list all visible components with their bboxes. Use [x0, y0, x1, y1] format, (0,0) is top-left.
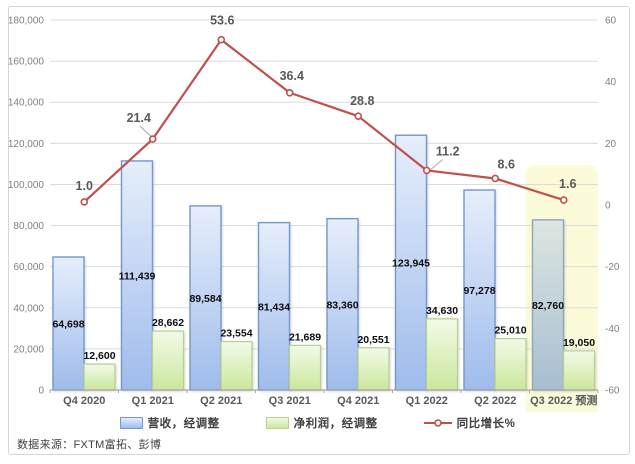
legend-label-revenue: 营收，经调整: [147, 418, 220, 430]
revenue-bar-label: 81,434: [258, 301, 290, 313]
revenue-bar-label: 89,584: [189, 293, 221, 305]
y-axis-label-left: 180,000: [8, 16, 45, 27]
x-axis-label: Q3 2021: [269, 395, 311, 407]
growth-point-marker: [491, 174, 500, 183]
y-axis-label-right: -60: [605, 386, 620, 397]
legend-item-revenue: 营收，经调整: [119, 415, 220, 431]
revenue-bar: [531, 219, 565, 391]
growth-point-label: 53.6: [210, 14, 234, 28]
y-axis-label-right: 40: [605, 77, 617, 88]
growth-point-marker: [80, 198, 89, 206]
profit-bar-label: 28,662: [152, 317, 184, 329]
revenue-bar: [120, 160, 154, 391]
profit-bar: [83, 363, 116, 391]
growth-point-marker: [217, 35, 226, 44]
profit-bar-label: 19,050: [563, 337, 595, 349]
x-axis-label: Q2 2021: [200, 395, 242, 407]
growth-point-marker: [354, 112, 363, 120]
growth-point-label: 28.8: [350, 94, 374, 108]
revenue-bar-label: 82,760: [532, 300, 564, 312]
growth-point-marker: [422, 166, 431, 175]
revenue-bar-label: 111,439: [119, 270, 156, 282]
revenue-bar-label: 97,278: [463, 285, 495, 297]
x-axis-label: Q4 2021: [337, 395, 379, 407]
y-axis-label-left: 140,000: [8, 98, 45, 109]
growth-point-marker: [148, 135, 157, 143]
y-axis-label-right: -40: [605, 324, 620, 335]
y-axis-label-left: 0: [38, 386, 44, 397]
profit-bar: [151, 330, 185, 391]
source-note: 数据来源：FXTM富拓、彭博: [17, 439, 162, 451]
profit-bar: [357, 347, 390, 391]
revenue-bar: [257, 221, 291, 391]
yoy-growth-line-icon: [423, 418, 452, 428]
y-axis-label-right: -20: [605, 262, 620, 273]
growth-point-label: 8.6: [498, 157, 515, 171]
profit-bar-label: 23,554: [220, 328, 252, 340]
profit-bar-label: 12,600: [83, 350, 115, 362]
x-axis-label: Q4 2020: [63, 395, 105, 407]
growth-point-label: 11.2: [436, 144, 460, 158]
y-axis-label-left: 80,000: [13, 221, 44, 232]
x-axis-label: Q1 2021: [132, 395, 174, 407]
legend-label-yoy-growth: 同比增长%: [456, 418, 516, 430]
y-axis-label-right: 0: [605, 201, 611, 212]
growth-line: [83, 38, 565, 203]
label-leader-line: [430, 159, 444, 170]
y-axis-label-left: 20,000: [13, 344, 44, 355]
net-profit-swatch-icon: [265, 417, 289, 429]
growth-point-marker: [559, 196, 568, 204]
x-axis-label: Q1 2022: [406, 395, 448, 407]
y-axis-label-right: 60: [605, 16, 617, 27]
profit-bar-label: 34,630: [426, 305, 458, 317]
profit-bar: [562, 350, 596, 391]
revenue-swatch-icon: [119, 417, 143, 429]
y-axis-label-right: 20: [605, 139, 617, 150]
y-axis-label-left: 120,000: [8, 139, 45, 150]
legend-item-yoy-growth: 同比增长%: [423, 415, 516, 431]
revenue-bar-label: 64,698: [52, 319, 84, 331]
y-axis-label-left: 60,000: [13, 262, 44, 273]
profit-bar-label: 20,551: [357, 334, 389, 346]
legend-label-net-profit: 净利润，经调整: [293, 418, 378, 430]
profit-bar: [220, 340, 253, 391]
profit-bar: [425, 318, 459, 391]
profit-bar-label: 25,010: [494, 325, 526, 337]
growth-point-label: 36.4: [280, 69, 304, 83]
chart-legend: 营收，经调整 净利润，经调整 同比增长%: [0, 415, 635, 431]
revenue-bar: [189, 205, 222, 391]
profit-bar: [494, 337, 527, 391]
revenue-bar-label: 83,360: [326, 299, 358, 311]
revenue-bar-label: 123,945: [392, 258, 430, 270]
growth-point-marker: [285, 88, 294, 97]
growth-point-label: 1.6: [559, 177, 576, 191]
revenue-profit-growth-combo-chart: 0 20,000 40,000 60,000 80,000 100,000 120,000 1…: [8, 14, 620, 412]
y-axis-label-left: 160,000: [8, 57, 45, 68]
growth-point-label: 21.4: [127, 111, 151, 125]
profit-bar: [288, 344, 322, 391]
profit-bar-label: 21,689: [289, 331, 321, 343]
x-axis-label: Q3 2022 预测: [530, 393, 597, 407]
y-axis-label-left: 40,000: [13, 303, 44, 314]
revenue-bar: [52, 256, 85, 391]
x-axis-label: Q2 2022: [474, 395, 516, 407]
legend-item-net-profit: 净利润，经调整: [265, 415, 378, 431]
y-axis-label-left: 100,000: [8, 180, 45, 191]
growth-point-label: 1.0: [76, 179, 93, 193]
label-leader-line: [139, 125, 152, 137]
